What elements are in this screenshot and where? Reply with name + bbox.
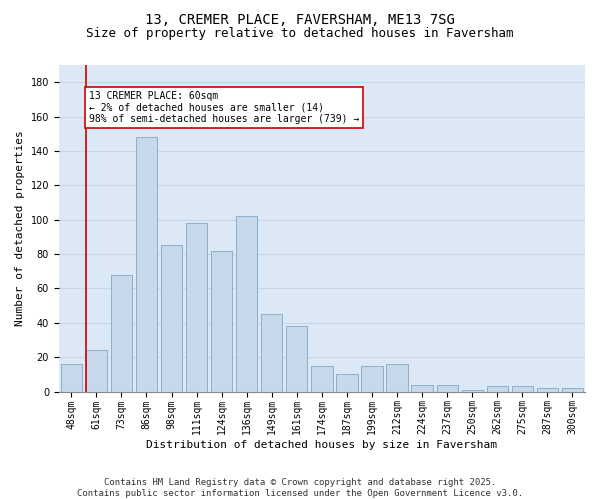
Text: 13, CREMER PLACE, FAVERSHAM, ME13 7SG: 13, CREMER PLACE, FAVERSHAM, ME13 7SG (145, 12, 455, 26)
Bar (537, 388, 558, 392)
Bar (136, 137, 157, 392)
Bar (412, 384, 433, 392)
Bar (361, 366, 383, 392)
X-axis label: Distribution of detached houses by size in Faversham: Distribution of detached houses by size … (146, 440, 497, 450)
Bar (236, 216, 257, 392)
Bar (437, 384, 458, 392)
Bar (161, 246, 182, 392)
Bar (562, 388, 583, 392)
Bar (311, 366, 332, 392)
Bar (487, 386, 508, 392)
Bar (111, 274, 132, 392)
Text: 13 CREMER PLACE: 60sqm
← 2% of detached houses are smaller (14)
98% of semi-deta: 13 CREMER PLACE: 60sqm ← 2% of detached … (89, 91, 359, 124)
Bar (512, 386, 533, 392)
Y-axis label: Number of detached properties: Number of detached properties (15, 130, 25, 326)
Bar (211, 250, 232, 392)
Bar (336, 374, 358, 392)
Bar (386, 364, 408, 392)
Bar (261, 314, 283, 392)
Text: Size of property relative to detached houses in Faversham: Size of property relative to detached ho… (86, 28, 514, 40)
Bar (286, 326, 307, 392)
Text: Contains HM Land Registry data © Crown copyright and database right 2025.
Contai: Contains HM Land Registry data © Crown c… (77, 478, 523, 498)
Bar (461, 390, 483, 392)
Bar (86, 350, 107, 392)
Bar (61, 364, 82, 392)
Bar (186, 223, 207, 392)
